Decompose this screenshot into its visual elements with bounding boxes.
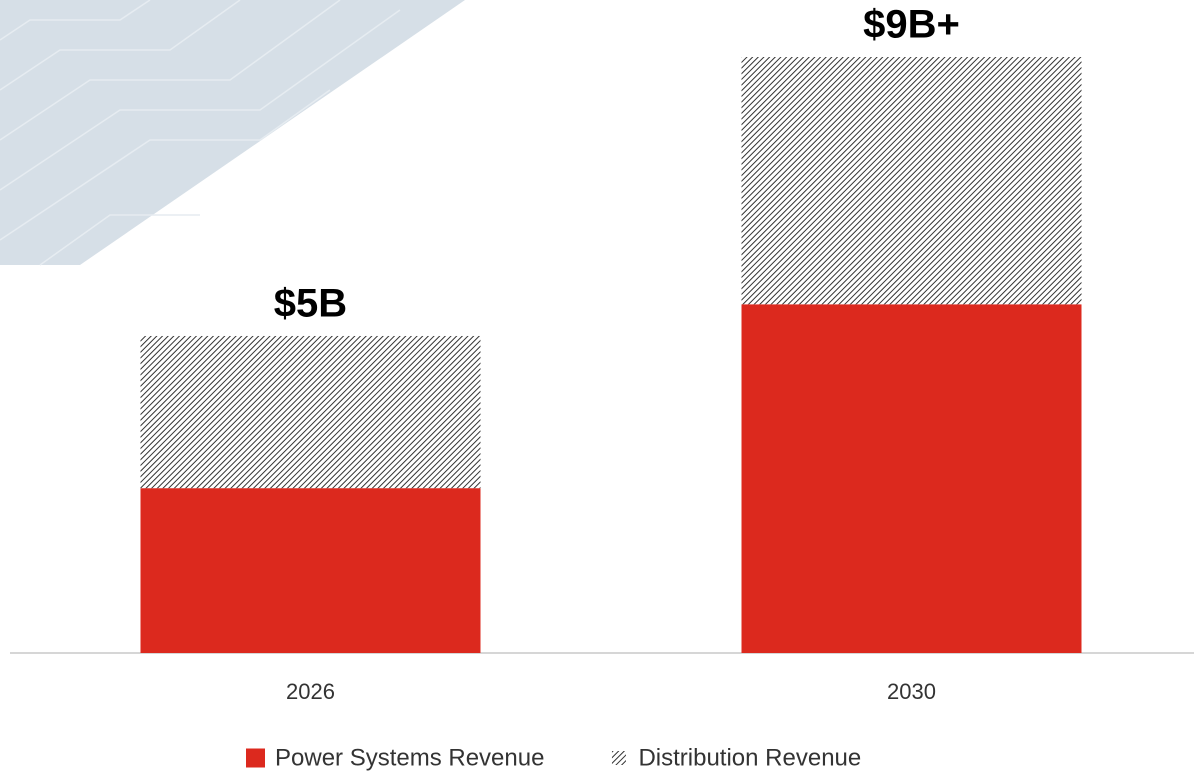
x-tick-label: 2030: [887, 679, 936, 704]
legend-swatch: [246, 749, 265, 768]
bar-segment: [742, 304, 1082, 653]
background-decoration: [0, 0, 465, 265]
total-label: $5B: [274, 282, 347, 326]
legend-label: Power Systems Revenue: [275, 744, 544, 771]
bar-segment: [141, 336, 481, 488]
chart: $5B 2026 $9B+ 2030 Power Systems Revenue Dist…: [0, 0, 1194, 772]
bar-segment: [742, 57, 1082, 304]
bar-segment: [141, 488, 481, 653]
total-label: $9B+: [863, 3, 960, 47]
legend-swatch: [612, 751, 626, 765]
legend-label: Distribution Revenue: [638, 744, 861, 771]
x-tick-label: 2026: [286, 679, 335, 704]
